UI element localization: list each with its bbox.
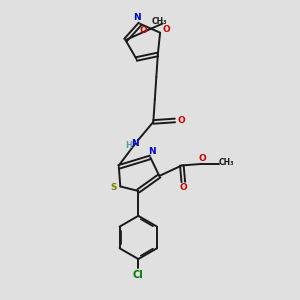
Text: O: O: [179, 183, 187, 192]
Text: N: N: [131, 139, 139, 148]
Text: N: N: [148, 147, 156, 156]
Text: S: S: [110, 183, 117, 192]
Text: O: O: [139, 26, 147, 35]
Text: O: O: [198, 154, 206, 163]
Text: N: N: [133, 13, 140, 22]
Text: Cl: Cl: [133, 270, 144, 280]
Text: O: O: [177, 116, 185, 125]
Text: CH₃: CH₃: [219, 158, 235, 167]
Text: CH₃: CH₃: [152, 17, 167, 26]
Text: O: O: [163, 25, 171, 34]
Text: H: H: [125, 141, 132, 150]
